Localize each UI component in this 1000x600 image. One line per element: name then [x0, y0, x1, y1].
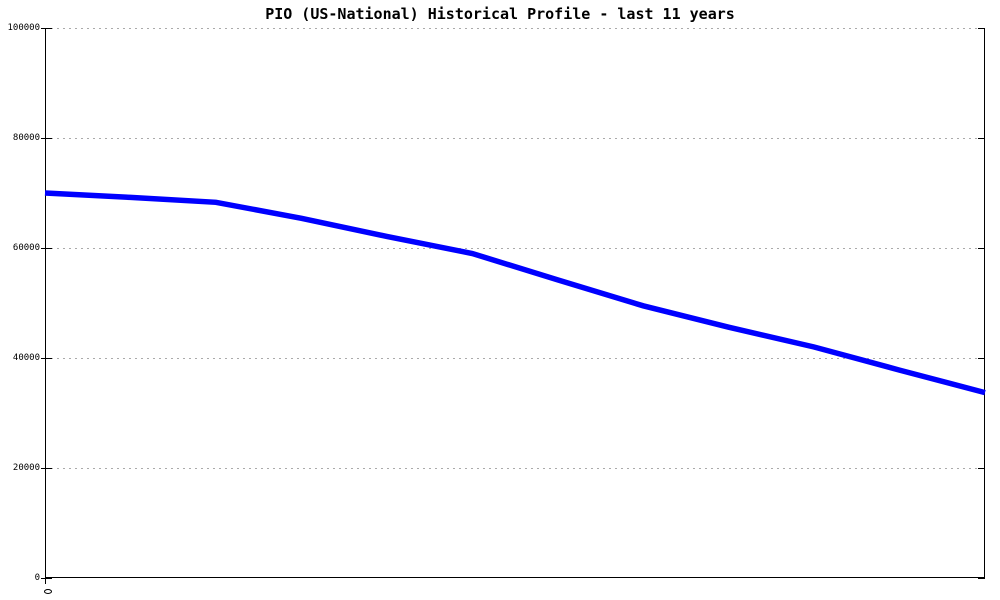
y-tick-label-60000: 60000 — [12, 243, 40, 253]
plot-svg — [41, 28, 986, 584]
y-tick-label-40000: 40000 — [12, 353, 40, 363]
y-tick-label-20000: 20000 — [12, 463, 40, 473]
plot-area — [41, 28, 986, 584]
chart-title: PIO (US-National) Historical Profile - l… — [265, 5, 735, 23]
y-tick-label-0: 0 — [34, 573, 40, 583]
y-tick-label-80000: 80000 — [12, 133, 40, 143]
y-tick-label-100000: 100000 — [7, 23, 40, 33]
data-line-pio-us-national- — [44, 190, 986, 396]
x-tick-label-fragment — [44, 589, 52, 594]
